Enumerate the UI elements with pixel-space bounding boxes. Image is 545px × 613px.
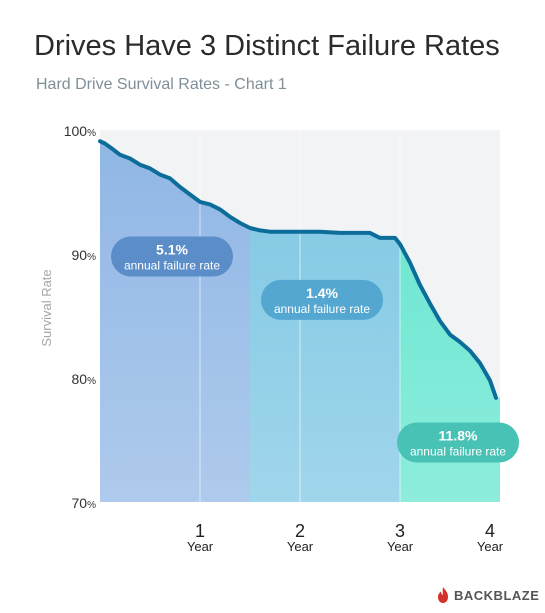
annotation-rate-value: 5.1% — [156, 241, 188, 257]
backblaze-brand: BACKBLAZE — [436, 586, 539, 604]
flame-logo-icon — [438, 587, 448, 603]
y-tick-label: 90% — [72, 247, 97, 263]
annotation-pill — [111, 236, 233, 277]
x-tick-number: 1 — [195, 521, 205, 541]
x-tick-unit: Year — [287, 539, 314, 554]
failure-rate-annotation-2: 1.4%annual failure rate — [261, 279, 383, 320]
x-tick-unit: Year — [387, 539, 414, 554]
annotation-rate-value: 11.8% — [439, 427, 478, 443]
failure-rate-annotation-1: 5.1%annual failure rate — [111, 236, 233, 277]
y-axis-label: Survival Rate — [39, 269, 54, 346]
chart-subtitle: Hard Drive Survival Rates - Chart 1 — [36, 76, 287, 93]
x-tick-unit: Year — [477, 539, 504, 554]
annotation-pill — [397, 422, 519, 463]
annotation-pill — [261, 279, 383, 320]
x-tick-number: 4 — [485, 521, 495, 541]
annotation-rate-label: annual failure rate — [274, 302, 370, 316]
failure-rate-annotation-3: 11.8%annual failure rate — [397, 422, 519, 463]
x-tick-number: 2 — [295, 521, 305, 541]
chart-title: Drives Have 3 Distinct Failure Rates — [34, 30, 500, 62]
y-tick-label: 100% — [64, 123, 96, 139]
annotation-rate-value: 1.4% — [306, 285, 338, 301]
x-tick-number: 3 — [395, 521, 405, 541]
x-tick-unit: Year — [187, 539, 214, 554]
y-tick-label: 80% — [72, 371, 97, 387]
annotation-rate-label: annual failure rate — [124, 258, 220, 272]
y-tick-label: 70% — [72, 495, 97, 511]
survival-curve-line — [98, 139, 498, 400]
annotation-rate-label: annual failure rate — [410, 444, 506, 458]
brand-name: BACKBLAZE — [454, 587, 540, 603]
